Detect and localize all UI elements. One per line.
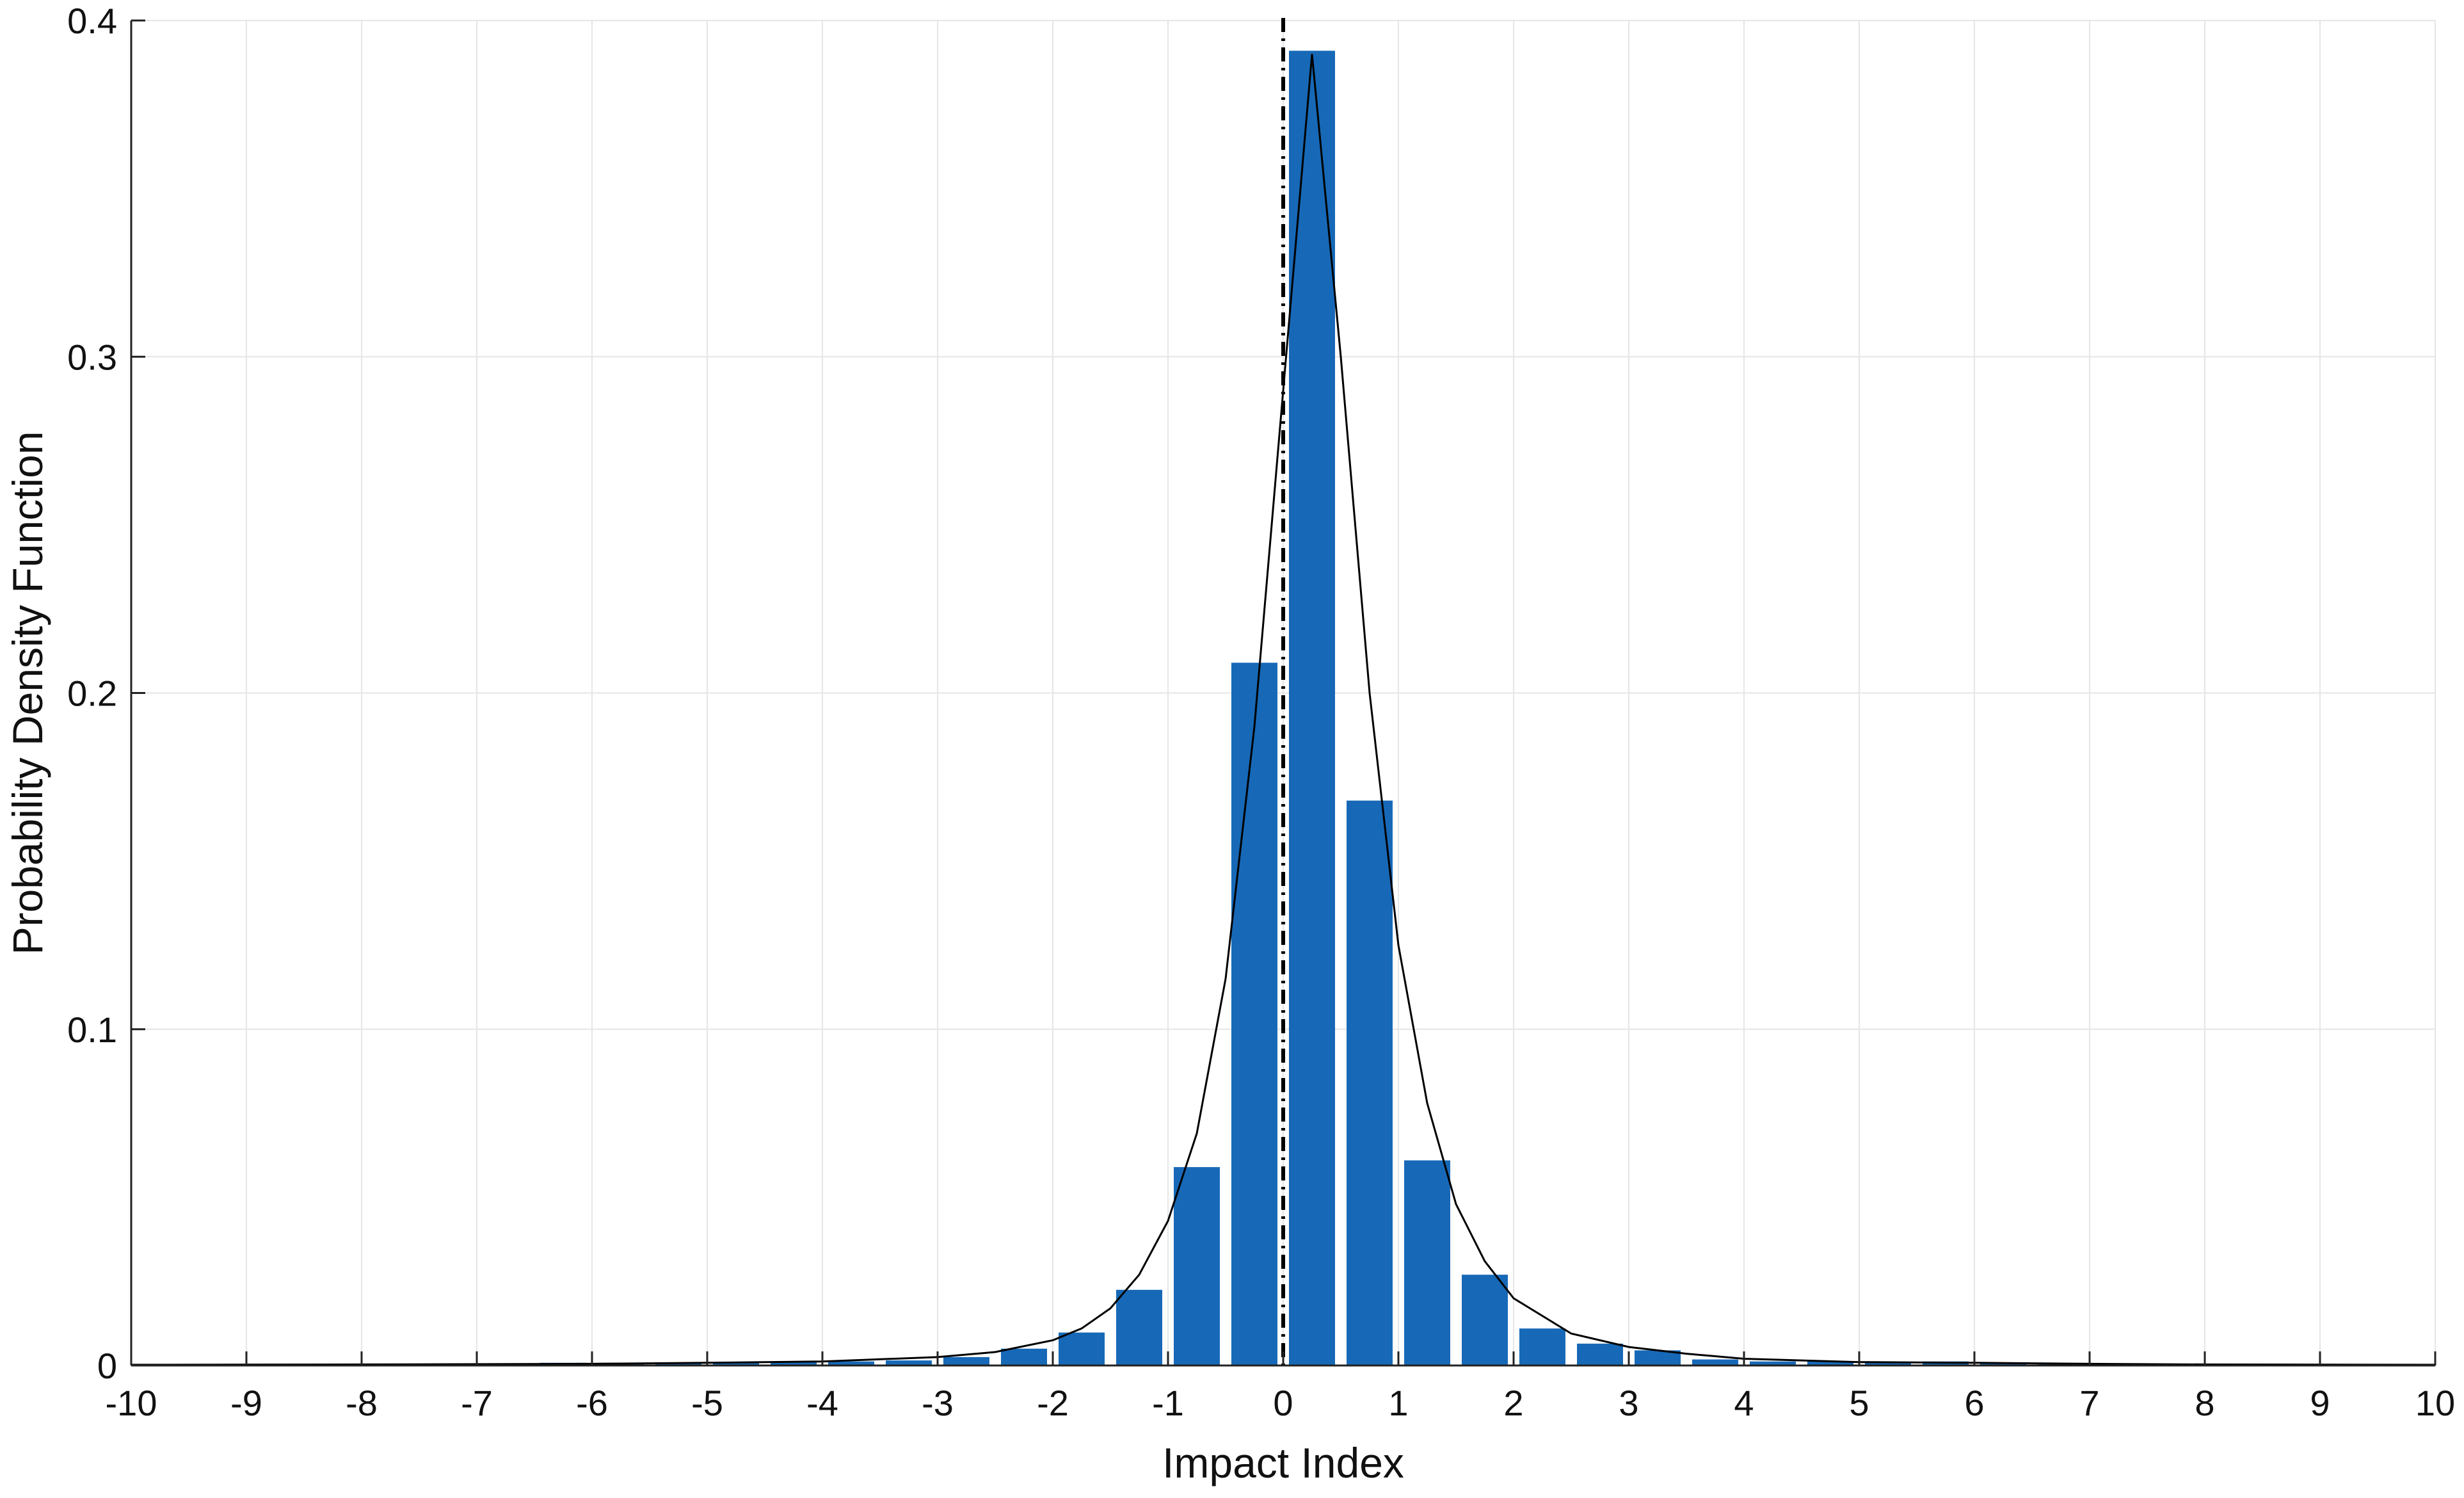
histogram-bar <box>1347 800 1393 1365</box>
x-tick-label: -10 <box>106 1383 157 1423</box>
histogram-bar <box>828 1361 874 1365</box>
x-tick-label: 7 <box>2079 1383 2099 1423</box>
y-tick-label: 0.1 <box>67 1010 117 1050</box>
histogram-bar <box>1980 1362 2026 1365</box>
y-tick-label: 0.3 <box>67 337 117 377</box>
histogram-bar <box>1174 1167 1220 1365</box>
x-tick-label: 6 <box>1964 1383 1984 1423</box>
y-tick-label: 0 <box>97 1346 117 1386</box>
histogram-bar <box>1059 1332 1105 1365</box>
x-tick-label: -7 <box>461 1383 493 1423</box>
grid-lines <box>131 20 2436 1366</box>
x-axis-title: Impact Index <box>1162 1439 1404 1486</box>
x-tick-label: -9 <box>230 1383 262 1423</box>
histogram-bar <box>655 1362 701 1365</box>
x-tick-label: -4 <box>806 1383 838 1423</box>
x-tick-label: 2 <box>1503 1383 1523 1423</box>
x-tick-label: 3 <box>1619 1383 1638 1423</box>
histogram-bar <box>1116 1289 1162 1365</box>
histogram-bar <box>713 1362 759 1365</box>
histogram-bar <box>1750 1361 1796 1365</box>
histogram-bar <box>1404 1160 1450 1365</box>
histogram-bars <box>137 51 2429 1366</box>
histogram-bar <box>943 1357 989 1365</box>
y-tick-label: 0.2 <box>67 673 117 714</box>
histogram-bar <box>1231 663 1277 1365</box>
histogram-bar <box>1519 1328 1565 1365</box>
x-tick-label: 0 <box>1273 1383 1293 1423</box>
histogram-bar <box>1807 1361 1853 1365</box>
axes <box>130 19 2436 1367</box>
x-tick-label: 10 <box>2415 1383 2455 1423</box>
histogram-bar <box>1635 1350 1681 1365</box>
histogram-bar <box>1289 51 1335 1366</box>
histogram-bar <box>1692 1359 1738 1365</box>
x-tick-label: 9 <box>2310 1383 2330 1423</box>
x-tick-label: -6 <box>576 1383 608 1423</box>
x-tick-label: 8 <box>2195 1383 2214 1423</box>
x-tick-label: 4 <box>1734 1383 1754 1423</box>
histogram-bar <box>886 1360 932 1365</box>
x-tick-labels: -10 -9 -8 -7 -6 -5 -4 -3 -2 -1 0 1 2 3 4 5 6 7 8 9 10 <box>106 1383 2456 1423</box>
x-tick-label: 5 <box>1849 1383 1869 1423</box>
x-tick-label: -1 <box>1152 1383 1184 1423</box>
fitted-density-curve <box>131 54 2436 1366</box>
x-tick-label: -5 <box>691 1383 723 1423</box>
x-tick-label: -2 <box>1037 1383 1069 1423</box>
histogram-bar <box>1865 1362 1911 1365</box>
y-tick-label: 0.4 <box>67 1 117 41</box>
x-tick-label: 1 <box>1388 1383 1408 1423</box>
histogram-bar <box>1001 1348 1047 1365</box>
x-tick-label: -8 <box>346 1383 378 1423</box>
histogram-bar <box>771 1361 817 1365</box>
histogram-bar <box>1462 1275 1508 1365</box>
x-tick-label: -3 <box>922 1383 954 1423</box>
y-tick-labels: 0 0.1 0.2 0.3 0.4 <box>67 1 117 1386</box>
histogram-bar <box>1577 1343 1623 1365</box>
y-axis-title: Probability Density Function <box>4 431 51 954</box>
